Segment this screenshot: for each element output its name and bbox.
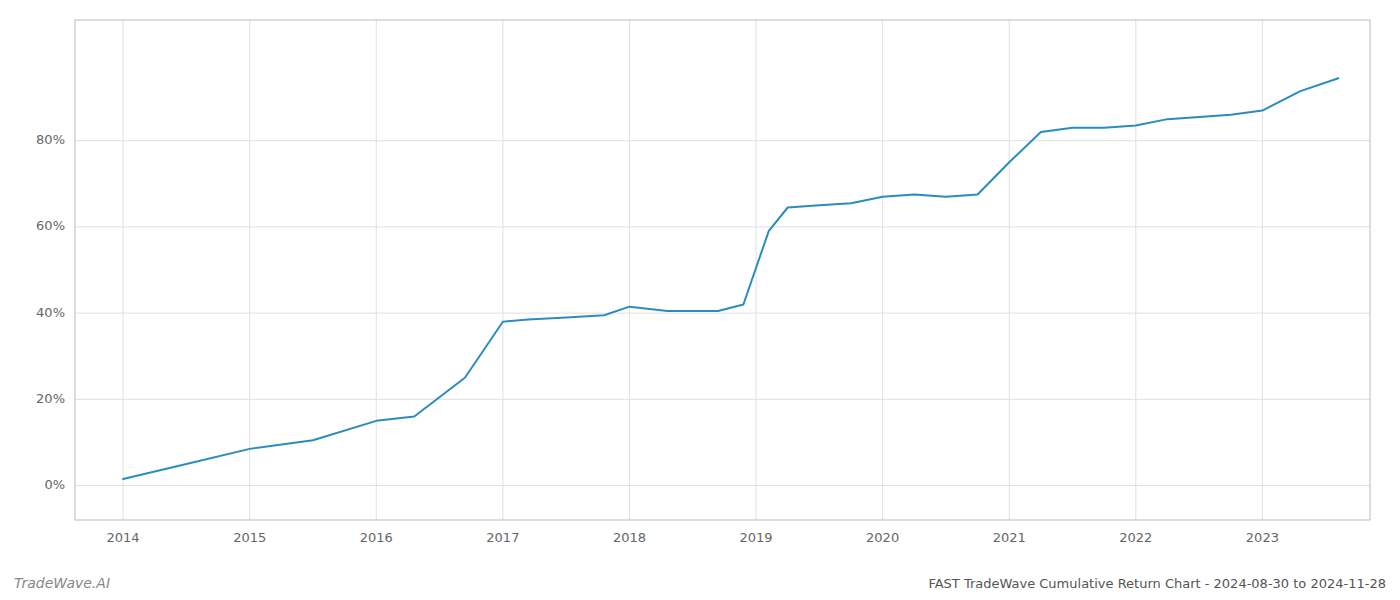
x-tick-label: 2015: [233, 530, 266, 545]
line: [123, 78, 1338, 479]
x-tick-label: 2020: [866, 530, 899, 545]
x-grid-line: [502, 20, 503, 520]
y-tick-label: 40%: [36, 305, 65, 320]
y-grid-line: [75, 140, 1370, 141]
x-tick-label: 2022: [1119, 530, 1152, 545]
x-grid-line: [376, 20, 377, 520]
x-grid-line: [123, 20, 124, 520]
axes: 0% 20% 40% 60% 80% 2014 2015 2016 2017 2018 2019 20…: [36, 20, 1370, 545]
x-grid-line: [882, 20, 883, 520]
plot-frame: [75, 20, 1370, 520]
y-grid-line: [75, 313, 1370, 314]
x-grid-line: [1262, 20, 1263, 520]
x-tick-label: 2023: [1246, 530, 1279, 545]
x-grid-line: [1009, 20, 1010, 520]
x-grid-line: [249, 20, 250, 520]
texts: TradeWave.AI FAST TradeWave Cumulative Re…: [14, 575, 1386, 591]
y-grid-line: [75, 399, 1370, 400]
y-grid-line: [75, 226, 1370, 227]
x-tick-label: 2021: [993, 530, 1026, 545]
y-tick-label: 60%: [36, 218, 65, 233]
x-tick-label: 2019: [739, 530, 772, 545]
data: [123, 78, 1338, 479]
x-grid-line: [629, 20, 630, 520]
x-tick-label: 2018: [613, 530, 646, 545]
page: {"chart_data": {"type": "line", "title":…: [0, 0, 1400, 600]
title: FAST TradeWave Cumulative Return Chart -…: [928, 576, 1386, 591]
background: [0, 0, 1400, 600]
chart: 0% 20% 40% 60% 80% 2014 2015 2016 2017 2018 2019 20…: [0, 0, 1400, 600]
x-grid-line: [1135, 20, 1136, 520]
watermark: TradeWave.AI: [14, 575, 110, 591]
grid: [75, 20, 1370, 520]
x-tick-label: 2016: [360, 530, 393, 545]
x-tick-label: 2017: [486, 530, 519, 545]
y-tick-label: 0%: [44, 477, 65, 492]
y-tick-label: 20%: [36, 391, 65, 406]
x-tick-label: 2014: [107, 530, 140, 545]
y-tick-label: 80%: [36, 132, 65, 147]
y-grid-line: [75, 485, 1370, 486]
